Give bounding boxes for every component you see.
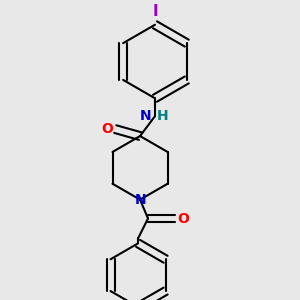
Text: O: O (101, 122, 113, 136)
Text: H: H (157, 109, 169, 123)
Text: I: I (152, 4, 158, 19)
Text: N: N (140, 109, 151, 123)
Text: N: N (134, 193, 146, 207)
Text: O: O (177, 212, 189, 226)
